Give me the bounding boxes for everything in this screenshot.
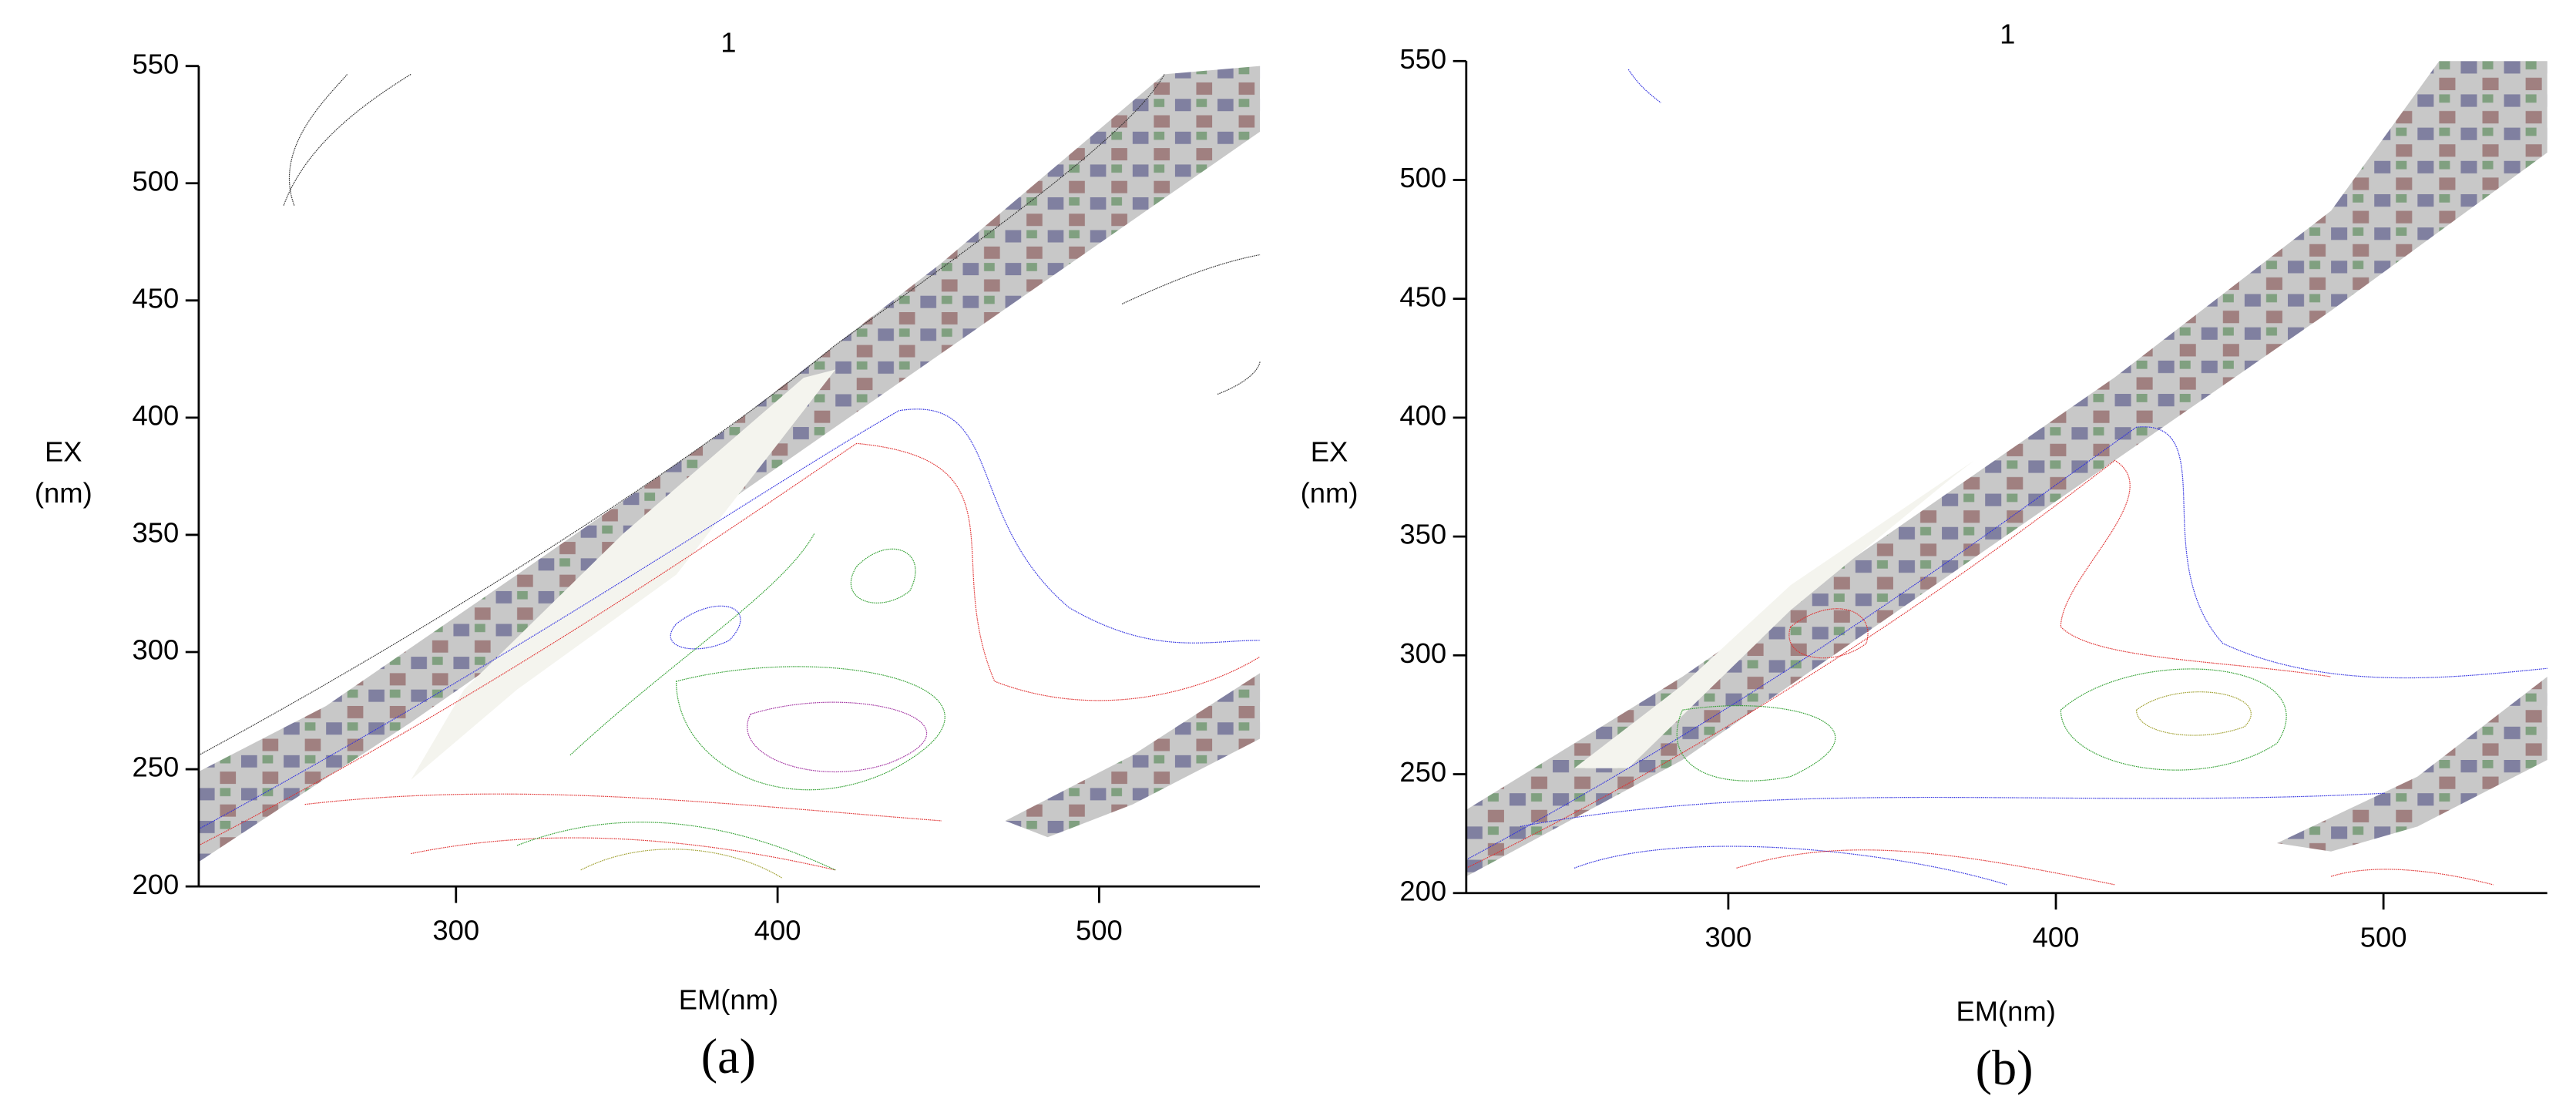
x-tick-label: 400 <box>2033 921 2080 953</box>
y-axis-label: (nm) <box>35 477 92 509</box>
y-tick-label: 350 <box>132 517 179 549</box>
y-tick-label: 200 <box>132 869 179 900</box>
y-tick-label: 550 <box>132 48 179 79</box>
y-axis-label: EX <box>1311 436 1348 468</box>
caption: (b) <box>1976 1040 2034 1095</box>
y-tick-label: 400 <box>1399 399 1446 431</box>
x-tick-label: 400 <box>754 915 801 946</box>
y-tick-label: 500 <box>132 165 179 197</box>
y-tick-label: 450 <box>132 282 179 314</box>
y-tick-label: 450 <box>1399 281 1446 312</box>
y-tick-label: 250 <box>1399 756 1446 788</box>
y-tick-label: 400 <box>132 399 179 431</box>
y-tick-label: 350 <box>1399 519 1446 550</box>
chart-title: 1 <box>720 26 736 58</box>
contour-field <box>199 66 1260 879</box>
x-axis-label: EM(nm) <box>679 984 778 1016</box>
y-axis-label: (nm) <box>1301 477 1359 509</box>
x-tick-label: 300 <box>432 915 479 946</box>
y-tick-label: 300 <box>1399 637 1446 669</box>
x-tick-label: 500 <box>2360 921 2407 953</box>
chart-title: 1 <box>2000 18 2015 50</box>
y-tick-label: 500 <box>1399 162 1446 193</box>
x-axis-label: EM(nm) <box>1956 996 2055 1027</box>
caption: (a) <box>701 1029 756 1084</box>
y-axis-label: EX <box>45 436 82 468</box>
y-tick-label: 300 <box>132 634 179 666</box>
x-tick-label: 500 <box>1076 915 1123 946</box>
x-tick-label: 300 <box>1705 921 1752 953</box>
y-tick-label: 250 <box>132 751 179 783</box>
y-tick-label: 200 <box>1399 875 1446 906</box>
contour-field <box>1466 61 2547 885</box>
y-tick-label: 550 <box>1399 43 1446 75</box>
